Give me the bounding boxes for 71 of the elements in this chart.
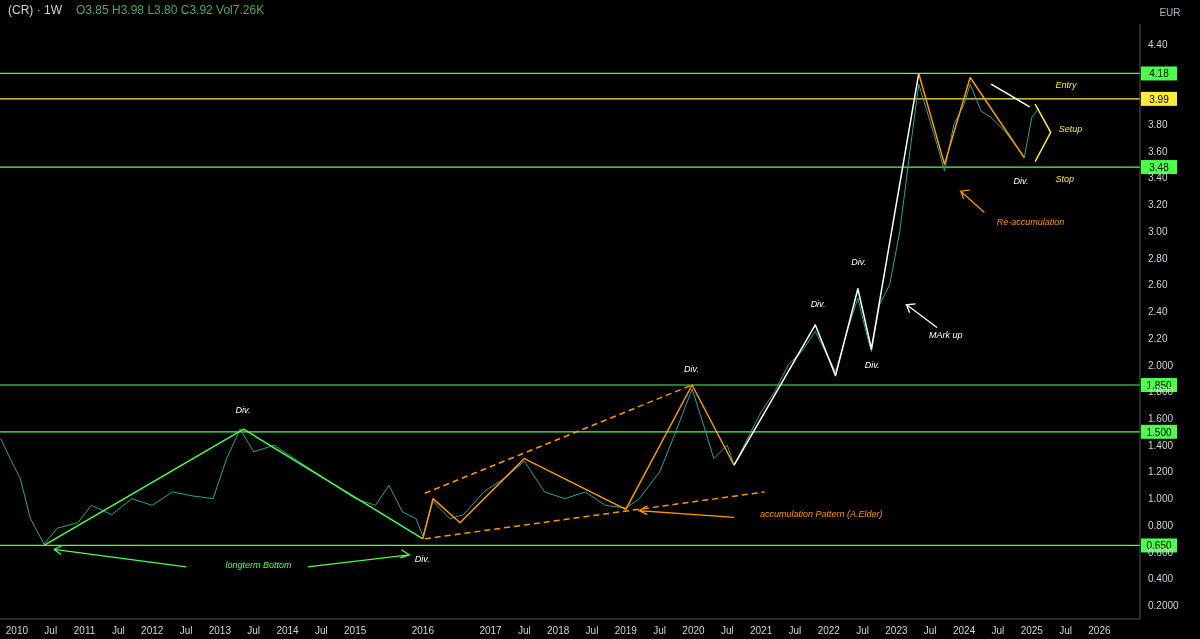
y-tick-label: 2.60: [1148, 279, 1168, 291]
y-tick-label: 1.200: [1148, 466, 1174, 478]
annotation: accumulation Pattern (A.Elder): [759, 509, 883, 520]
x-tick-label: 2012: [141, 625, 164, 637]
x-tick-label: 2018: [547, 625, 570, 637]
y-tick-label: 1.600: [1148, 412, 1174, 424]
y-tick-label: 3.80: [1148, 118, 1168, 130]
x-tick-label: Jul: [247, 625, 261, 637]
y-tick-label: 2.20: [1148, 332, 1168, 344]
y-tick-label: 0.800: [1148, 519, 1174, 531]
x-tick-label: Jul: [112, 625, 125, 637]
chart-title: (CR) · 1W: [8, 3, 62, 17]
x-tick-label: Jul: [44, 625, 58, 637]
x-tick-label: 2011: [73, 625, 96, 637]
annotation: Setup: [1058, 124, 1083, 135]
ref-line-label: 3.48: [1149, 162, 1170, 174]
annotation: Stop: [1055, 173, 1074, 184]
y-tick-label: 0.400: [1148, 573, 1174, 585]
x-tick-label: Jul: [720, 625, 734, 637]
annotation: Div.: [1013, 176, 1029, 187]
y-tick-label: 1.000: [1148, 493, 1174, 505]
x-tick-label: 2022: [817, 625, 841, 637]
x-tick-label: 2013: [208, 625, 232, 637]
x-tick-label: 2016: [411, 625, 435, 637]
x-tick-label: 2019: [614, 625, 638, 637]
x-tick-label: Jul: [653, 625, 667, 637]
y-tick-label: 3.20: [1148, 199, 1168, 211]
x-tick-label: Jul: [517, 625, 531, 637]
annotation: MArk up: [929, 330, 963, 341]
ref-line-label: 1.500: [1146, 426, 1172, 438]
x-tick-label: Jul: [856, 625, 870, 637]
annotation: Div.: [414, 553, 430, 564]
y-tick-label: 2.000: [1148, 359, 1174, 371]
y-tick-label: 1.800: [1148, 386, 1174, 398]
x-tick-label: 2026: [1088, 625, 1111, 637]
chart-subtitle: O3.85 H3.98 L3.80 C3.92 Vol7.26K: [76, 3, 265, 17]
annotation: Div.: [864, 359, 880, 370]
y-tick-label: 3.60: [1148, 145, 1168, 157]
x-tick-label: 2024: [952, 625, 976, 637]
x-tick-label: Jul: [1059, 625, 1072, 637]
ref-line-label: 3.99: [1149, 93, 1170, 105]
x-tick-label: 2014: [276, 625, 300, 637]
y-tick-label: 3.00: [1148, 225, 1168, 237]
annotation: Entry: [1055, 80, 1077, 91]
x-tick-label: Jul: [585, 625, 599, 637]
x-tick-label: Jul: [991, 625, 1005, 637]
annotation: Re-accumulation: [996, 216, 1065, 227]
y-tick-label: 1.400: [1148, 439, 1174, 451]
y-tick-label: 4.40: [1148, 38, 1168, 50]
x-tick-label: 2010: [5, 625, 29, 637]
x-tick-label: 2023: [885, 625, 908, 637]
text: EUR: [1159, 7, 1181, 18]
x-tick-label: Jul: [923, 625, 937, 637]
x-tick-label: Jul: [314, 625, 328, 637]
annotation: Div.: [810, 299, 826, 310]
annotation: Div.: [235, 405, 251, 416]
annotation: Div.: [684, 363, 699, 374]
x-tick-label: Jul: [788, 625, 802, 637]
y-tick-label: 2.80: [1148, 252, 1168, 264]
x-tick-label: 2017: [479, 625, 503, 637]
x-tick-label: 2025: [1020, 625, 1044, 637]
annotation: Div.: [851, 256, 867, 267]
x-tick-label: 2015: [344, 625, 367, 637]
y-tick-label: 0.2000: [1148, 600, 1180, 612]
ref-line-label: 4.18: [1149, 68, 1170, 80]
annotation: longterm Bottom: [225, 560, 292, 571]
x-tick-label: 2020: [682, 625, 706, 637]
y-tick-label: 2.40: [1148, 306, 1168, 318]
x-tick-label: Jul: [179, 625, 193, 637]
x-tick-label: 2021: [750, 625, 773, 637]
y-tick-label: 3.40: [1148, 172, 1168, 184]
